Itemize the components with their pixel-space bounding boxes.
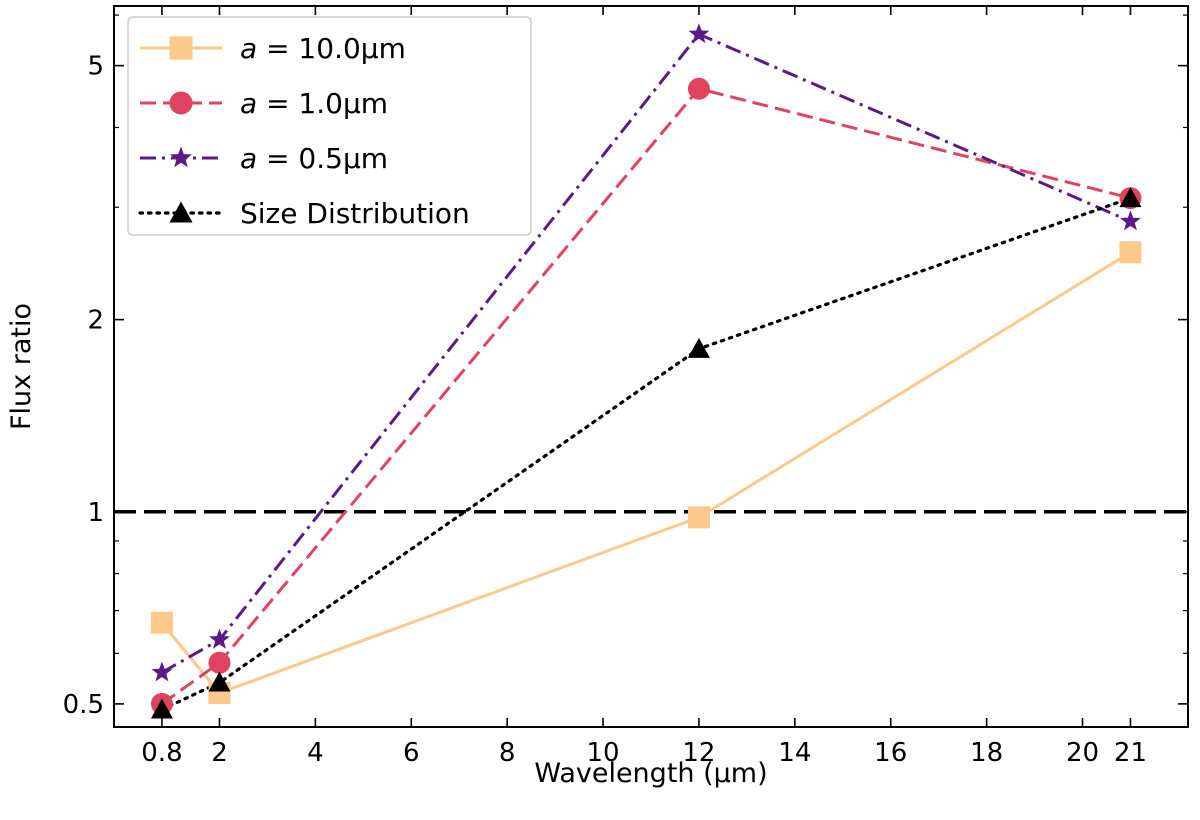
y-tick-label: 1 [87,498,104,528]
legend-text: Size Distribution [240,197,470,230]
legend-marker-square [169,36,193,60]
data-point-circle-3 [687,77,710,100]
y-tick-label: 2 [87,306,104,336]
legend-marker-star [170,146,192,168]
legend-label-1: a = 10.0μm [240,32,406,65]
data-point-square-1 [150,611,173,634]
x-tick-label: 20 [1066,738,1099,768]
x-tick-label: 14 [778,738,811,768]
plot-area-lines [114,32,1188,712]
data-point-square-4 [1119,241,1142,264]
x-tick-label: 16 [874,738,907,768]
x-tick-label: 21 [1114,738,1147,768]
legend-label-3: a = 0.5μm [240,142,388,175]
legend-var: a [240,32,257,65]
data-point-square-3 [687,506,710,529]
y-tick-label: 5 [87,52,104,82]
legend-var: a [240,142,257,175]
series-line-2 [161,87,1131,706]
legend-label-4: Size Distribution [240,197,470,230]
data-point-triangle-4 [1119,187,1142,208]
y-axis-label: Flux ratio [6,303,37,430]
data-point-circle-2 [208,651,231,674]
x-tick-label: 18 [970,738,1003,768]
legend-text: = 10.0μm [257,32,406,65]
y-tick-label: 0.5 [63,690,104,720]
series-line-1 [160,251,1132,695]
x-tick-label: 0.8 [141,738,182,768]
series-line-4 [160,196,1133,712]
axis-ticks [114,6,1188,727]
x-tick-label: 8 [499,738,516,768]
x-tick-label: 4 [307,738,324,768]
plot-area-markers [150,23,1142,719]
data-point-star-3 [688,23,710,44]
x-tick-label: 6 [403,738,420,768]
data-point-triangle-3 [687,337,710,358]
legend-marker-triangle [169,201,193,223]
legend-marker-circle [169,91,193,115]
data-point-triangle-1 [150,698,173,719]
legend-text: = 0.5μm [257,142,388,175]
x-tick-label: 12 [682,738,715,768]
data-point-triangle-2 [208,671,231,692]
data-point-star-1 [151,661,173,682]
data-point-star-2 [209,628,230,649]
x-axis-label: Wavelength (μm) [534,758,767,789]
axes-frame [113,5,1189,728]
legend-text: = 1.0μm [257,87,388,120]
data-point-star-4 [1120,210,1141,231]
x-tick-label: 2 [211,738,228,768]
series-line-3 [161,32,1132,674]
legend-box [127,16,532,236]
x-tick-label: 10 [587,738,620,768]
legend-var: a [240,87,257,120]
legend-label-2: a = 1.0μm [240,87,388,120]
